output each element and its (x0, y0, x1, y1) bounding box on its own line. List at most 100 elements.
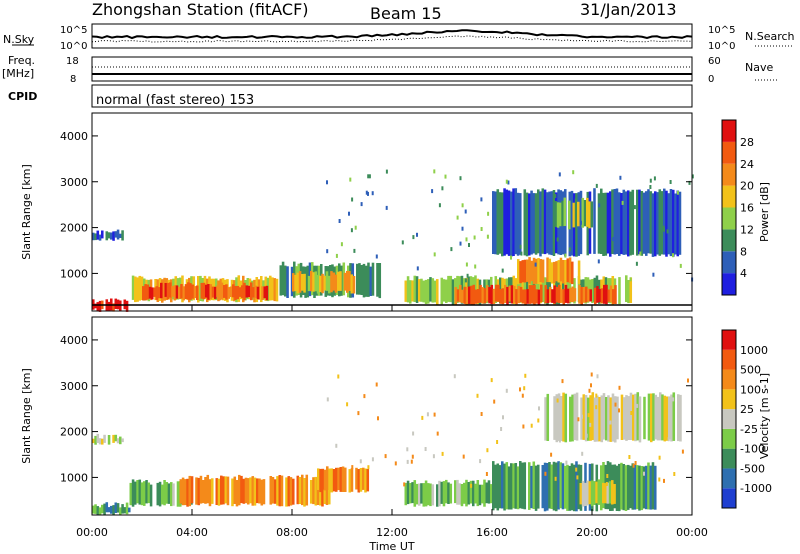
power-cell (92, 232, 95, 241)
power-cell (199, 275, 202, 301)
velocity-cell (620, 462, 623, 510)
power-cell (586, 197, 589, 227)
velocity-scatter-cell (505, 388, 508, 393)
power-cell (574, 198, 578, 228)
velocity-cell (170, 482, 173, 507)
velocity-cell (593, 481, 596, 505)
velocity-scatter-cell (595, 393, 598, 398)
power-cell (316, 274, 320, 294)
power-cell (568, 257, 572, 284)
velocity-scatter-cell (565, 460, 568, 465)
velocity-cell (654, 394, 658, 440)
velocity-cell (366, 469, 370, 492)
velocity-cell (167, 483, 171, 504)
velocity-cell (94, 435, 97, 445)
velocity-cell (123, 507, 127, 514)
velocity-cell (94, 504, 97, 514)
velocity-cell (296, 475, 300, 505)
power-cell (138, 275, 142, 301)
power-cell (571, 261, 574, 285)
power-cell (537, 289, 541, 305)
power-cell (218, 286, 222, 301)
velocity-cell (476, 480, 480, 507)
power-cell (151, 287, 154, 300)
power-cell (232, 284, 235, 298)
velocity-cell (634, 393, 637, 442)
power-cell (561, 200, 564, 227)
velocity-cell (431, 484, 435, 506)
velocity-cell (564, 465, 567, 509)
power-scatter-cell (666, 229, 669, 234)
power-cell (649, 191, 653, 254)
power-cell (564, 260, 567, 283)
power-cell (658, 189, 662, 256)
power-cell (182, 286, 186, 301)
power-colorbar-swatch (722, 163, 736, 186)
velocity-cell (494, 464, 497, 509)
power-cell (178, 286, 181, 299)
velocity-cell (629, 465, 632, 509)
velocity-cell (147, 482, 151, 504)
power-cell (465, 286, 469, 305)
velocity-cell (607, 395, 610, 442)
power-scatter-cell (465, 262, 468, 267)
power-cell (522, 289, 525, 304)
power-cell (339, 271, 342, 291)
velocity-scatter-cell (606, 474, 609, 478)
power-cell (155, 286, 159, 300)
velocity-cell (561, 463, 565, 510)
power-cell (96, 230, 100, 240)
power-colorbar-tick: 20 (740, 180, 754, 193)
power-scatter-cell (367, 191, 369, 196)
power-cell (517, 285, 521, 304)
velocity-scatter-cell (500, 427, 503, 431)
power-cell (378, 263, 382, 299)
power-cell (418, 279, 421, 302)
velocity-cell (224, 476, 228, 504)
power-cell (184, 284, 188, 299)
velocity-scatter-cell (589, 422, 592, 427)
power-scatter-cell (326, 180, 328, 185)
velocity-cell (359, 468, 363, 492)
velocity-scatter-cell (394, 461, 397, 466)
power-cell (404, 280, 408, 302)
power-scatter-cell (649, 178, 652, 183)
velocity-cell (530, 465, 533, 509)
velocity-cell (362, 467, 365, 490)
power-cell (494, 191, 497, 255)
power-cell (321, 273, 324, 294)
power-cell (492, 288, 496, 304)
velocity-cell (467, 482, 471, 505)
velocity-cell (215, 478, 219, 505)
power-scatter-cell (480, 227, 483, 231)
power-panel: 4000 3000 2000 1000 Slant Range [km] 28 24 20… (20, 112, 771, 312)
velocity-scatter-cell (636, 403, 639, 408)
power-cell (572, 202, 576, 228)
power-cell (539, 259, 543, 283)
velocity-colorbar-tick: -500 (740, 462, 765, 475)
velocity-cell (129, 482, 133, 506)
velocity-cell (258, 478, 261, 504)
power-cell (211, 286, 215, 298)
velocity-cell (546, 393, 550, 441)
velocity-colorbar-label: Velocity [m s-1] (758, 373, 771, 459)
power-scatter-cell (450, 247, 453, 252)
power-cell (119, 233, 122, 238)
power-cell (470, 285, 473, 305)
power-cell (544, 285, 548, 304)
velocity-cell (332, 469, 336, 492)
power-cell (472, 284, 476, 305)
power-cell (622, 189, 626, 255)
velocity-cell (138, 479, 142, 505)
velocity-scatter-cell (496, 440, 499, 444)
power-colorbar-frame (721, 119, 737, 296)
velocity-cell (507, 466, 511, 510)
power-cell (513, 285, 516, 303)
power-cell (303, 273, 306, 293)
power-cell (645, 191, 648, 256)
power-cell (112, 303, 115, 312)
velocity-cell (584, 395, 588, 442)
power-cell (461, 289, 464, 303)
power-cell (667, 193, 671, 255)
velocity-cell (321, 468, 325, 490)
